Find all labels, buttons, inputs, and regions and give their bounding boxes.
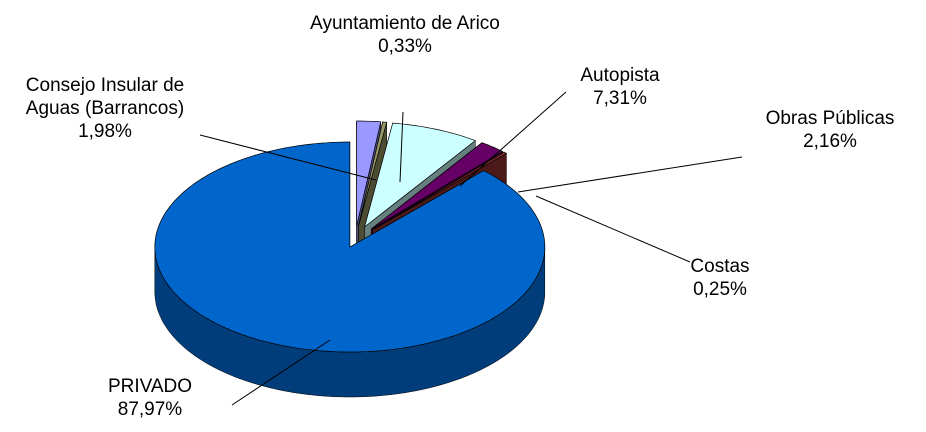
value-label: 2,16%	[803, 131, 857, 152]
value-label: 0,25%	[693, 279, 747, 300]
category-label: Consejo Insular de Aguas (Barrancos)	[25, 75, 185, 119]
leader-line	[459, 91, 567, 187]
slice-label: Consejo Insular de Aguas (Barrancos) 1,98…	[0, 74, 210, 143]
leader-line	[231, 339, 331, 406]
pie-slice	[370, 142, 504, 230]
category-label: PRIVADO	[107, 376, 193, 397]
slice-label: Costas 0,25%	[665, 255, 775, 301]
pie-slice	[363, 122, 477, 228]
leader-line	[199, 134, 377, 181]
pie-slice	[154, 141, 546, 353]
value-label: 1,98%	[78, 121, 132, 142]
category-label: Costas	[690, 256, 750, 277]
slice-label: Ayuntamiento de Arico 0,33%	[295, 12, 515, 58]
value-label: 7,31%	[593, 88, 647, 109]
leader-line	[517, 156, 743, 193]
pie-slice	[372, 151, 508, 231]
value-label: 0,33%	[378, 36, 432, 57]
slice-label: Autopista 7,31%	[560, 64, 680, 110]
leader-line	[535, 195, 691, 263]
leader-line	[399, 111, 404, 183]
pie-slice	[356, 120, 382, 227]
pie-slice	[358, 121, 388, 227]
category-label: Autopista	[580, 65, 660, 86]
value-label: 87,97%	[117, 399, 183, 420]
category-label: Ayuntamiento de Arico	[310, 13, 500, 34]
slice-label: Obras Públicas 2,16%	[730, 107, 926, 153]
category-label: Obras Públicas	[765, 108, 895, 129]
slice-label: PRIVADO 87,97%	[85, 375, 215, 421]
